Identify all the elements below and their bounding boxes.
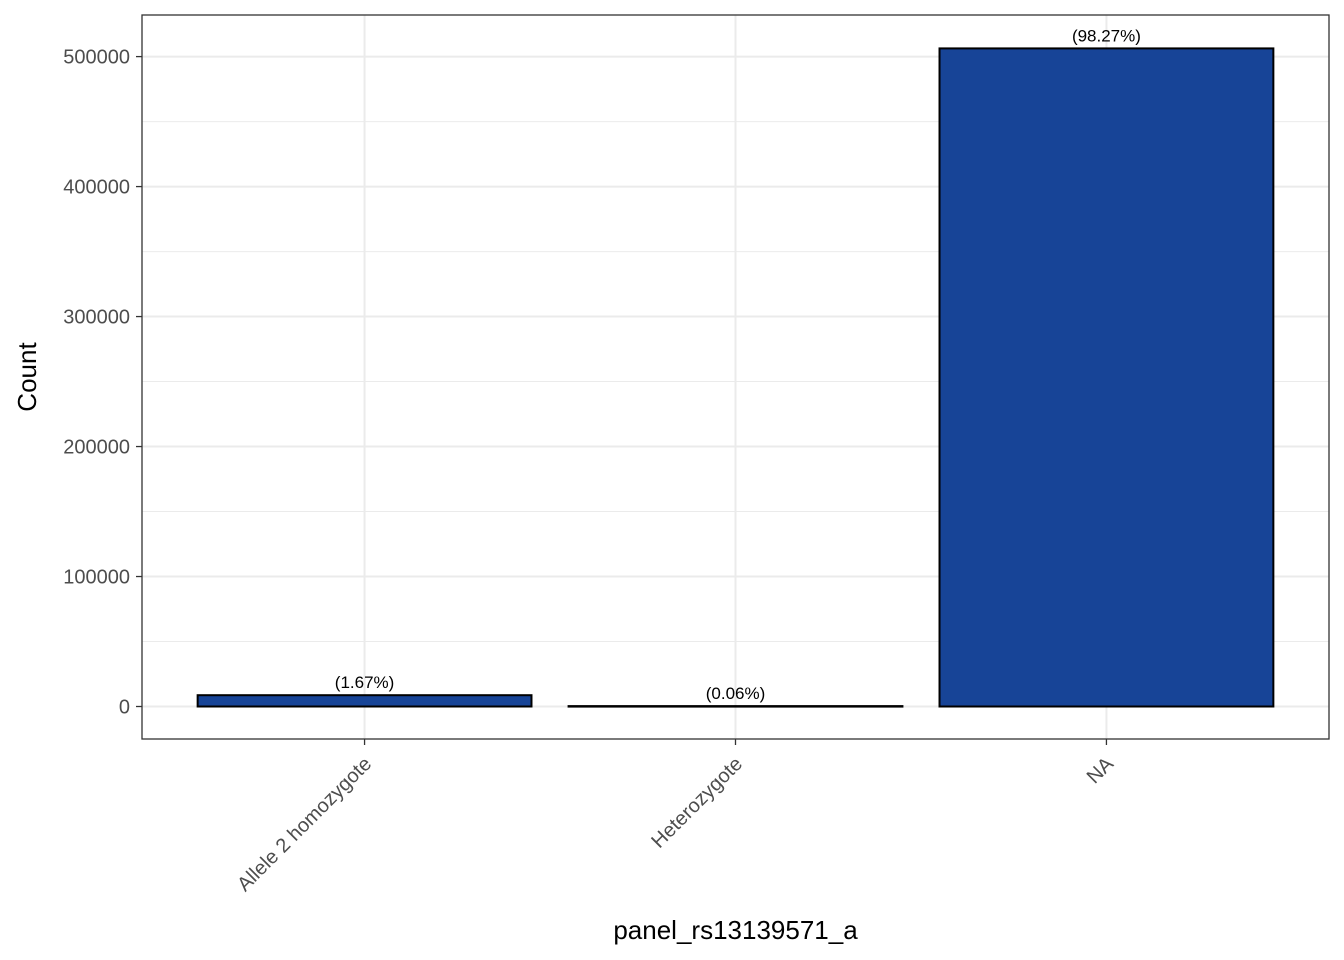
y-tick-label: 100000 xyxy=(63,567,130,589)
bars xyxy=(196,47,1275,708)
y-tick-label: 200000 xyxy=(63,437,130,459)
data-label: (0.06%) xyxy=(706,684,766,703)
bar xyxy=(938,47,1275,708)
y-axis-title: Count xyxy=(12,342,42,412)
y-tick-label: 300000 xyxy=(63,307,130,329)
bar xyxy=(567,705,904,708)
data-label: (1.67%) xyxy=(335,673,395,692)
x-axis-title: panel_rs13139571_a xyxy=(613,915,858,945)
bar xyxy=(196,694,533,708)
data-label: (98.27%) xyxy=(1072,26,1141,45)
y-tick-label: 500000 xyxy=(63,47,130,69)
y-tick-label: 0 xyxy=(119,697,130,719)
y-tick-label: 400000 xyxy=(63,177,130,199)
data-labels: (1.67%) (0.06%) (98.27%) xyxy=(335,26,1141,703)
